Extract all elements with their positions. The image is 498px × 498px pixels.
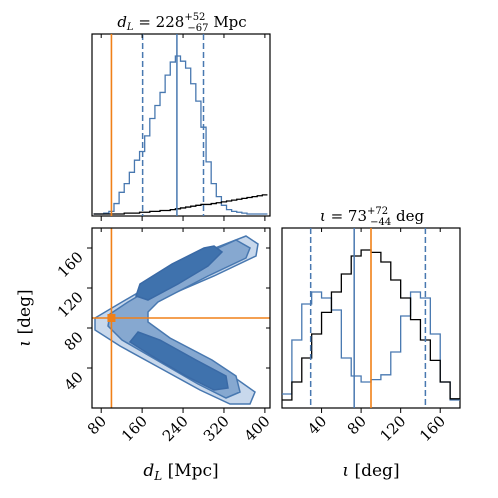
iota-title-eq: = (326, 207, 348, 225)
iota-marginal-x-tick-label: 80 (344, 412, 370, 438)
iota-axis-unit: [deg] (354, 461, 399, 481)
joint-contours (94, 235, 259, 405)
iota-yaxis-unit: [deg] (15, 289, 35, 334)
dL-title-minus: −67 (187, 23, 208, 34)
joint-y-tick-label: 120 (54, 288, 87, 321)
joint-panel (91, 227, 271, 409)
iota-marginal-x-tick-label: 160 (416, 412, 449, 445)
dL-posterior-histogram (93, 55, 268, 215)
joint-y-tick-label: 40 (61, 368, 87, 394)
dL-title-var: d (117, 13, 127, 31)
dL-marginal-title: dL = 228+52 −67 Mpc (117, 12, 246, 34)
dL-title-plus: +52 (184, 12, 205, 23)
iota-marginal-title: ι = 73+72 −44 deg (320, 206, 425, 228)
iota-yaxis-var: ι (15, 340, 35, 347)
iota-marginal-panel: ι = 73+72 −44 deg (281, 206, 461, 409)
y-axis-label-iota: ι [deg] (15, 289, 35, 346)
dL-axis-unit: [Mpc] (168, 461, 219, 481)
x-axis-label-iota: ι [deg] (342, 461, 399, 481)
contour-level-39 (135, 245, 224, 301)
joint-y-tick-label: 160 (54, 248, 87, 281)
iota-axis-var: ι (342, 461, 349, 481)
joint-frame (91, 227, 271, 409)
joint-x-tick-label: 80 (84, 412, 110, 438)
iota-title-plus: +72 (367, 206, 388, 217)
x-axis-label-dL: dL [Mpc] (143, 461, 218, 483)
contour-level-39-lower (128, 331, 229, 391)
iota-marginal-x-tick-label: 120 (377, 412, 410, 445)
iota-title-minus: −44 (370, 217, 391, 228)
joint-x-tick-label: 160 (118, 412, 151, 445)
dL-title-unit: Mpc (213, 13, 246, 31)
iota-title-value: 73 (348, 207, 367, 225)
iota-title-unit: deg (396, 207, 424, 225)
dL-title-eq: = (134, 13, 156, 31)
dL-prior-histogram (93, 194, 268, 215)
dL-marginal-panel: dL = 228+52 −67 Mpc (91, 12, 271, 217)
dL-title-sub: L (126, 22, 134, 33)
dL-marginal-frame (91, 33, 271, 217)
iota-marginal-x-tick-label: 40 (304, 412, 330, 438)
dL-title-value: 228 (156, 13, 185, 31)
iota-title-var: ι (320, 207, 326, 225)
joint-x-tick-label: 320 (200, 412, 233, 445)
dL-axis-sub: L (153, 469, 162, 483)
joint-y-tick-label: 80 (61, 328, 87, 354)
joint-x-tick-label: 240 (159, 412, 192, 445)
truth-marker (107, 314, 116, 322)
joint-x-tick-label: 400 (241, 412, 274, 445)
dL-axis-var: d (143, 461, 154, 481)
